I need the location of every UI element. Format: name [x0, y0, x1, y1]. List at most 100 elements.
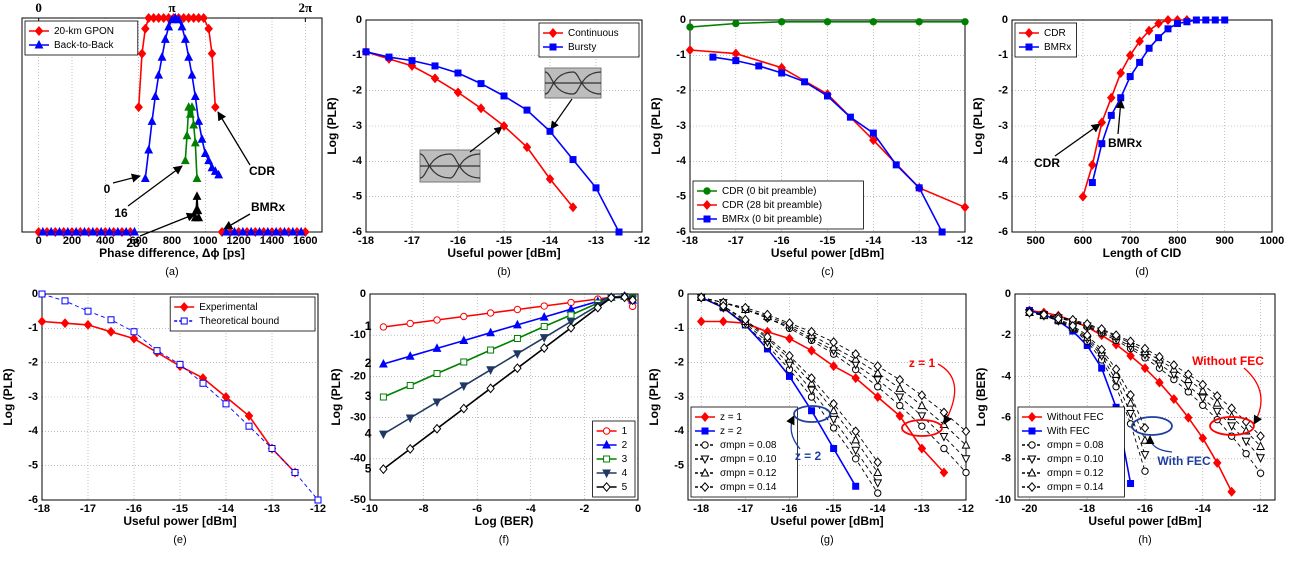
- legend-marker: [700, 467, 710, 477]
- y-tick-label: 0: [1005, 288, 1011, 300]
- marker: [540, 323, 548, 331]
- x-tick-label: -14: [218, 503, 235, 515]
- annotation-arrow: [786, 415, 801, 450]
- x-tick-label: -18: [358, 235, 374, 247]
- legend-label: σmpn = 0.10: [720, 454, 777, 465]
- marker: [255, 226, 264, 236]
- legend-marker: [700, 412, 710, 422]
- y-tick-label: 0: [1002, 14, 1008, 26]
- marker: [263, 226, 273, 236]
- legend-label: z = 2: [720, 426, 742, 437]
- marker: [107, 316, 115, 324]
- legend-label: Bursty: [568, 42, 596, 53]
- marker: [829, 424, 838, 432]
- legend-marker: [703, 215, 711, 223]
- marker: [379, 393, 387, 401]
- x-tick-label: -17: [728, 235, 744, 247]
- legend-marker: [1027, 455, 1037, 465]
- marker: [869, 129, 877, 137]
- marker: [1054, 313, 1063, 324]
- annotation: BMRx: [251, 200, 285, 214]
- y-tick-label: -6: [1001, 412, 1011, 424]
- marker: [1125, 50, 1135, 61]
- marker: [873, 467, 883, 477]
- marker: [873, 361, 883, 372]
- marker: [460, 312, 468, 321]
- marker: [869, 18, 878, 26]
- marker: [895, 410, 905, 421]
- x-tick-label: -18: [682, 235, 698, 247]
- marker: [1256, 431, 1265, 442]
- marker: [1140, 363, 1150, 374]
- marker: [432, 343, 442, 352]
- x-tick-label: -16: [774, 235, 790, 247]
- marker: [1221, 16, 1229, 24]
- plot-frame: [369, 293, 639, 501]
- legend-marker: [1028, 441, 1036, 449]
- marker: [184, 52, 194, 61]
- marker: [433, 370, 441, 378]
- y-tick-label: -4: [674, 425, 685, 437]
- x-tick-label: -12: [634, 235, 650, 247]
- marker: [1211, 16, 1219, 24]
- marker: [566, 318, 576, 327]
- annotation-arrow: [127, 165, 183, 207]
- marker: [207, 48, 217, 59]
- x-tick-label: 1200: [226, 235, 250, 247]
- panel-caption: (c): [821, 266, 834, 278]
- plot-frame: [41, 293, 319, 501]
- marker: [246, 226, 256, 236]
- plot-frame: [365, 19, 643, 233]
- marker: [1198, 385, 1208, 395]
- marker: [615, 228, 623, 236]
- marker: [245, 422, 253, 430]
- x-tick-label: 800: [163, 235, 181, 247]
- marker: [174, 14, 184, 24]
- y-tick-label: -1: [998, 49, 1008, 61]
- highlight-ellipse: [793, 405, 831, 423]
- marker: [499, 121, 509, 131]
- x-tick-label: 700: [1121, 235, 1139, 247]
- legend-box: [169, 296, 316, 332]
- x-tick-label: -10: [362, 503, 378, 515]
- x-tick-label: -15: [496, 235, 512, 247]
- annotation-arrow: [112, 173, 141, 184]
- marker: [1098, 364, 1106, 372]
- marker: [873, 367, 883, 377]
- highlight-ellipse: [901, 419, 943, 437]
- marker: [777, 18, 786, 26]
- marker: [895, 393, 905, 403]
- marker: [1155, 351, 1164, 362]
- marker: [60, 318, 70, 329]
- marker: [141, 23, 150, 34]
- marker: [1227, 486, 1236, 497]
- x-tick-label: -12: [1253, 503, 1269, 515]
- annotation-arrow: [550, 98, 573, 130]
- marker: [176, 360, 184, 368]
- series-label: 1: [365, 319, 372, 333]
- x-axis-label: Useful power [dBm]: [123, 514, 236, 528]
- y-tick-label: 0: [356, 14, 362, 26]
- legend-label: σmpn = 0.14: [1047, 482, 1104, 493]
- marker: [1039, 309, 1049, 320]
- marker: [37, 316, 47, 327]
- marker: [1169, 360, 1179, 371]
- series-label: 3: [365, 389, 372, 403]
- legend-label: CDR (0 bit preamble): [722, 186, 816, 197]
- marker: [288, 226, 298, 236]
- annotation: 28: [126, 236, 140, 250]
- legend-marker: [179, 302, 189, 312]
- marker: [917, 390, 927, 401]
- marker: [719, 316, 728, 327]
- x-tick-label: -6: [472, 503, 482, 515]
- marker: [1173, 20, 1181, 28]
- eye-diagram-trace: [544, 71, 574, 95]
- eye-diagram-trace: [449, 153, 481, 179]
- marker: [378, 430, 388, 440]
- marker: [873, 457, 883, 468]
- marker: [851, 455, 860, 463]
- marker: [200, 148, 210, 158]
- marker: [539, 343, 549, 353]
- marker: [1088, 159, 1097, 170]
- annotation: Without FEC: [1192, 354, 1264, 368]
